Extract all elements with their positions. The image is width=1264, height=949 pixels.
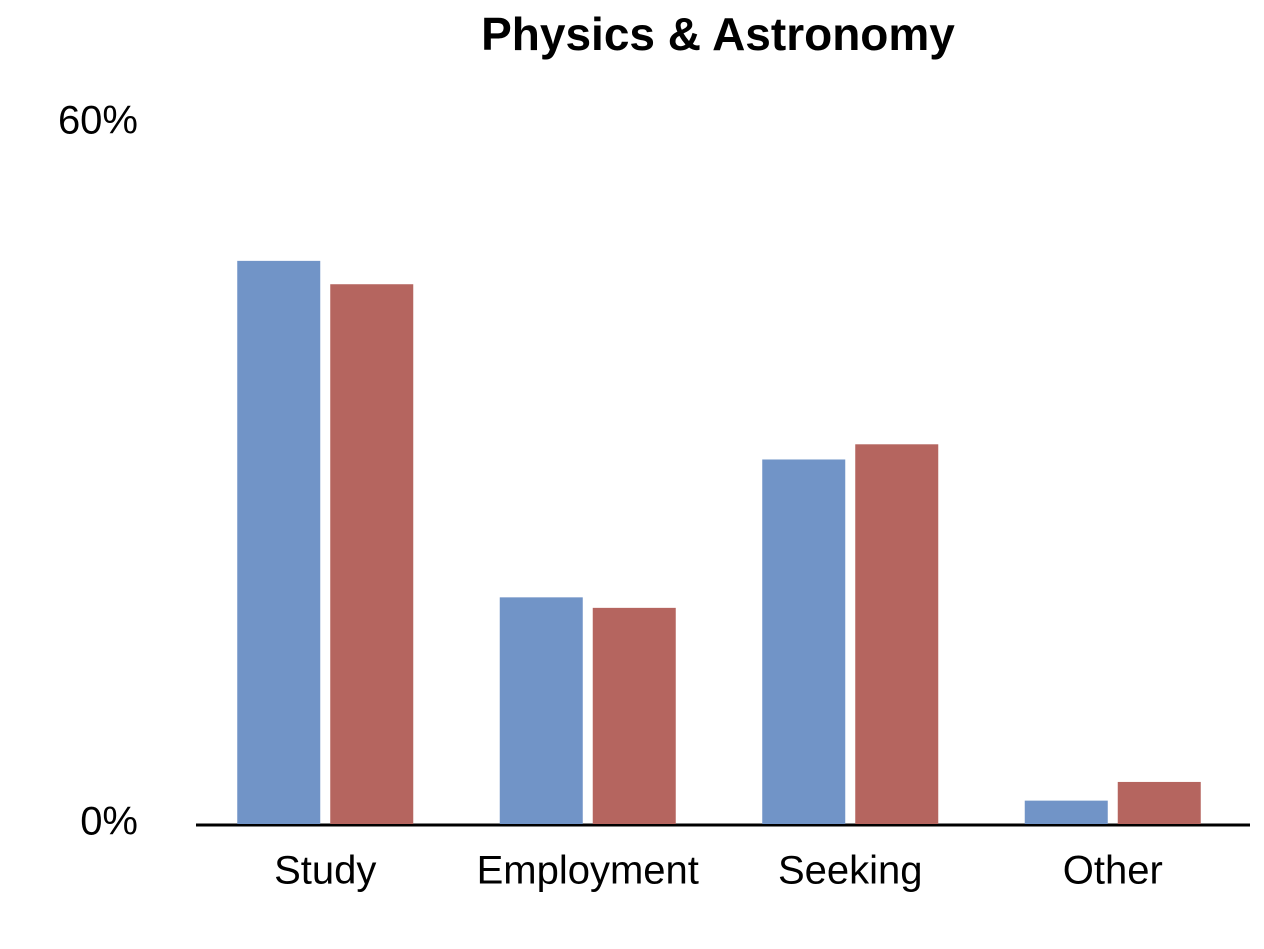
bar xyxy=(499,597,583,824)
bar xyxy=(1117,781,1201,824)
x-tick-label: Other xyxy=(1063,849,1163,893)
bar xyxy=(1024,800,1108,824)
x-tick-label: Seeking xyxy=(778,849,923,893)
bar xyxy=(592,607,676,824)
y-tick-label: 60% xyxy=(58,99,138,143)
bar xyxy=(855,444,939,824)
x-tick-label: Study xyxy=(274,849,376,893)
x-tick-label: Employment xyxy=(477,849,699,893)
bar xyxy=(762,459,846,824)
chart-title: Physics & Astronomy xyxy=(481,8,955,60)
y-tick-label: 0% xyxy=(80,800,138,844)
bar xyxy=(330,284,414,825)
bar xyxy=(237,260,321,824)
